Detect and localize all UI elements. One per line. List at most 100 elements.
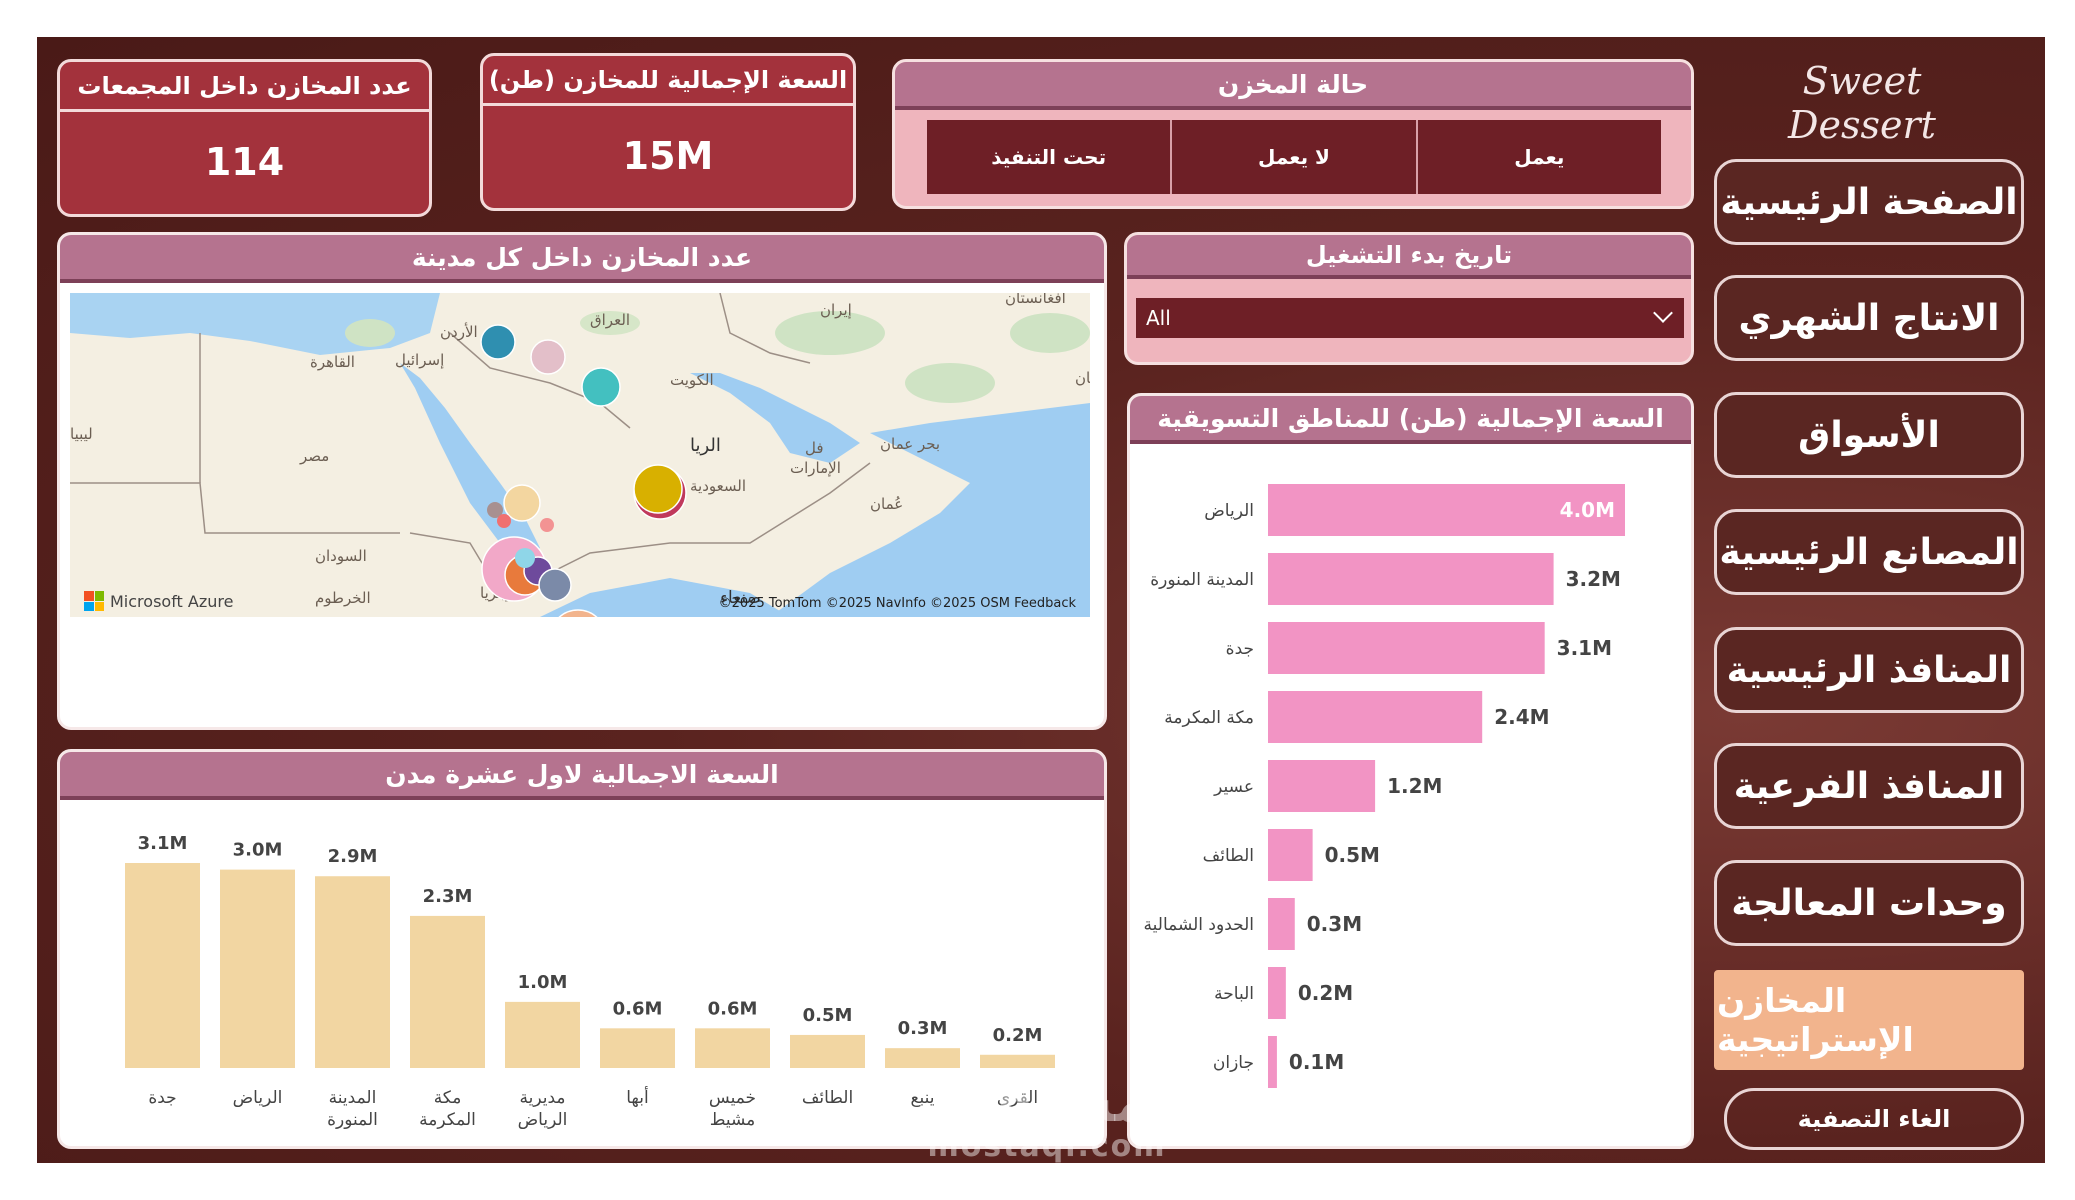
city-bar xyxy=(695,1028,770,1068)
svg-text:الإمارات: الإمارات xyxy=(790,459,841,477)
status-title: حالة المخزن xyxy=(895,62,1691,110)
status-button-not-working[interactable]: لا يعمل xyxy=(1172,120,1418,194)
kpi-card-total-capacity: السعة الإجمالية للمخازن (طن) 15M xyxy=(480,53,856,211)
nav-processing-units-button[interactable]: وحدات المعالجة xyxy=(1714,860,2024,946)
city-category-label: الطائف xyxy=(802,1088,853,1108)
svg-text:الريا: الريا xyxy=(690,435,721,456)
region-bar xyxy=(1268,553,1554,605)
map-panel: عدد المخازن داخل كل مدينة xyxy=(57,232,1107,730)
city-bar-value-label: 0.3M xyxy=(898,1018,948,1039)
city-bar xyxy=(220,869,295,1068)
city-bar xyxy=(315,876,390,1068)
map-bubble[interactable] xyxy=(480,324,516,360)
nav-strategic-warehouses-button[interactable]: المخازن الإستراتيجية xyxy=(1714,970,2024,1070)
map-bubble[interactable] xyxy=(540,518,554,532)
map-bubble[interactable] xyxy=(538,568,572,602)
map-bubble[interactable] xyxy=(550,609,606,617)
city-category-label: الرياض xyxy=(518,1110,568,1130)
map-bubble[interactable] xyxy=(515,548,535,568)
region-bar-value-label: 3.1M xyxy=(1557,636,1612,660)
region-bar-value-label: 4.0M xyxy=(1560,498,1615,522)
slicer-title: تاريخ بدء التشغيل xyxy=(1127,235,1691,279)
region-bar xyxy=(1268,691,1483,743)
map-bubble[interactable] xyxy=(633,464,683,514)
svg-text:أفغانستان: أفغانستان xyxy=(1005,293,1066,307)
city-category-label: جدة xyxy=(148,1088,176,1108)
city-bar-value-label: 2.9M xyxy=(328,846,378,867)
svg-text:إسرائيل: إسرائيل xyxy=(395,351,444,369)
region-category-label: الطائف xyxy=(1203,846,1254,866)
region-category-label: الحدود الشمالية xyxy=(1144,915,1254,935)
city-category-label: الرياض xyxy=(233,1088,283,1108)
region-category-label: الباحة xyxy=(1214,984,1254,1004)
city-bar xyxy=(410,915,485,1068)
svg-text:مصر: مصر xyxy=(299,447,329,465)
region-bar-value-label: 0.5M xyxy=(1325,843,1380,867)
city-category-label: ينبع xyxy=(910,1088,934,1108)
map-bubble[interactable] xyxy=(581,367,621,407)
city-category-label: المدينة xyxy=(329,1088,377,1108)
city-category-label: المنورة xyxy=(327,1110,378,1130)
city-bar xyxy=(885,1048,960,1068)
map-view[interactable]: القاهرة مصر ليبيا الخرطوم السودان السعود… xyxy=(70,293,1090,617)
map-title: عدد المخازن داخل كل مدينة xyxy=(60,235,1104,283)
city-category-label: مديرية xyxy=(520,1088,566,1108)
nav-markets-button[interactable]: الأسواق xyxy=(1714,392,2024,478)
clear-filter-button[interactable]: الغاء التصفية xyxy=(1724,1088,2024,1150)
map-attribution[interactable]: ©2025 TomTom ©2025 NavInfo ©2025 OSM Fee… xyxy=(718,596,1076,611)
kpi-value: 114 xyxy=(204,140,285,184)
warehouse-status-slicer: حالة المخزن تحت التنفيذ لا يعمل يعمل xyxy=(892,59,1694,209)
city-category-label: مشيط xyxy=(710,1110,756,1130)
map-bubble[interactable] xyxy=(497,514,511,528)
city-category-label: مكة xyxy=(434,1088,462,1108)
kpi-card-complex-warehouses: عدد المخازن داخل المجمعات 114 xyxy=(57,59,432,217)
map-bubble[interactable] xyxy=(530,339,566,375)
status-button-working[interactable]: يعمل xyxy=(1417,120,1661,194)
region-bar-value-label: 0.3M xyxy=(1307,912,1362,936)
kpi-title: عدد المخازن داخل المجمعات xyxy=(60,62,429,112)
svg-text:القاهرة: القاهرة xyxy=(310,353,355,371)
nav-home-button[interactable]: الصفحة الرئيسية xyxy=(1714,159,2024,245)
map-bubble[interactable] xyxy=(487,502,503,518)
nav-sub-outlets-button[interactable]: المنافذ الفرعية xyxy=(1714,743,2024,829)
city-bar-value-label: 0.5M xyxy=(803,1005,853,1026)
svg-text:عُمان: عُمان xyxy=(870,495,903,513)
dashboard-canvas: عدد المخازن داخل المجمعات 114 السعة الإج… xyxy=(37,37,2045,1163)
kpi-value: 15M xyxy=(622,134,714,178)
chevron-down-icon xyxy=(1653,303,1673,323)
start-date-dropdown[interactable]: All xyxy=(1136,298,1684,338)
nav-main-outlets-button[interactable]: المنافذ الرئيسية xyxy=(1714,627,2024,713)
city-bar xyxy=(790,1034,865,1068)
svg-text:السعودية: السعودية xyxy=(690,477,746,495)
city-bar-value-label: 0.2M xyxy=(993,1025,1043,1046)
svg-text:الكويت: الكويت xyxy=(670,371,714,389)
arabian-sea xyxy=(770,403,1090,617)
region-category-label: جدة xyxy=(1226,639,1254,659)
azure-logo: Microsoft Azure xyxy=(84,591,233,611)
top-cities-title: السعة الاجمالية لاول عشرة مدن xyxy=(60,752,1104,800)
regions-title: السعة الإجمالية (طن) للمناطق التسويقية xyxy=(1130,396,1691,444)
city-category-label: المكرمة xyxy=(419,1110,476,1130)
city-category-label: القرى xyxy=(997,1088,1038,1108)
brand-logo: Sweet Dessert xyxy=(1788,59,1936,147)
svg-text:صنعاء: صنعاء xyxy=(720,588,761,608)
dropdown-value: All xyxy=(1146,306,1171,330)
city-bar-value-label: 1.0M xyxy=(518,972,568,993)
regions-chart: 4.0M الرياض 3.2M المدينة المنورة 3.1M جدة 2.4M… xyxy=(1144,484,1625,1088)
region-bar-value-label: 2.4M xyxy=(1494,705,1549,729)
region-bar xyxy=(1268,760,1376,812)
start-date-slicer: تاريخ بدء التشغيل All xyxy=(1124,232,1694,365)
region-bar xyxy=(1268,829,1313,881)
nav-main-factories-button[interactable]: المصانع الرئيسية xyxy=(1714,509,2024,595)
svg-text:العراق: العراق xyxy=(590,311,630,329)
status-button-under-construction[interactable]: تحت التنفيذ xyxy=(927,120,1173,194)
city-bar xyxy=(980,1054,1055,1068)
region-bar xyxy=(1268,1036,1277,1088)
city-category-label: خميس xyxy=(709,1088,756,1108)
svg-text:بحر عمان: بحر عمان xyxy=(880,435,940,453)
nav-monthly-production-button[interactable]: الانتاج الشهري xyxy=(1714,275,2024,361)
region-category-label: الرياض xyxy=(1204,501,1254,521)
city-bar-value-label: 3.0M xyxy=(233,840,283,861)
map-bubble[interactable] xyxy=(503,484,541,522)
region-bar-value-label: 1.2M xyxy=(1387,774,1442,798)
